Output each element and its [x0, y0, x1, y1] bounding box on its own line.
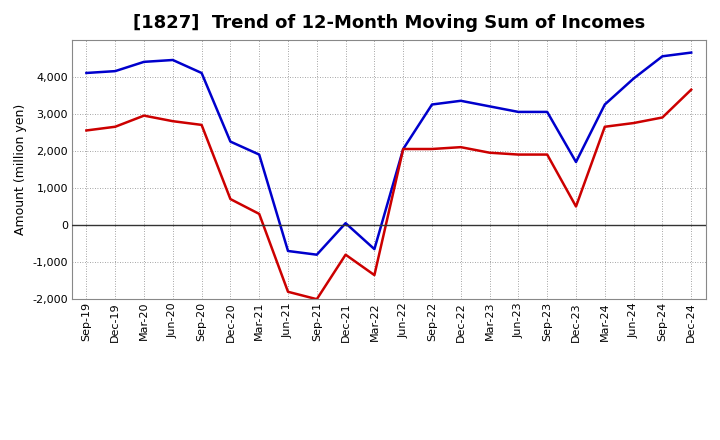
- Ordinary Income: [312, 252, 321, 257]
- Ordinary Income: [658, 54, 667, 59]
- Y-axis label: Amount (million yen): Amount (million yen): [14, 104, 27, 235]
- Net Income: [370, 272, 379, 278]
- Net Income: [312, 297, 321, 302]
- Net Income: [600, 124, 609, 129]
- Ordinary Income: [341, 220, 350, 226]
- Net Income: [658, 115, 667, 120]
- Ordinary Income: [82, 70, 91, 76]
- Ordinary Income: [370, 246, 379, 252]
- Net Income: [399, 147, 408, 152]
- Ordinary Income: [629, 76, 638, 81]
- Net Income: [629, 121, 638, 126]
- Net Income: [514, 152, 523, 157]
- Ordinary Income: [456, 98, 465, 103]
- Ordinary Income: [111, 69, 120, 74]
- Ordinary Income: [140, 59, 148, 65]
- Ordinary Income: [197, 70, 206, 76]
- Ordinary Income: [514, 109, 523, 114]
- Net Income: [140, 113, 148, 118]
- Net Income: [197, 122, 206, 128]
- Net Income: [687, 87, 696, 92]
- Net Income: [255, 211, 264, 216]
- Net Income: [485, 150, 494, 155]
- Ordinary Income: [168, 57, 177, 62]
- Ordinary Income: [485, 104, 494, 109]
- Ordinary Income: [284, 248, 292, 253]
- Net Income: [341, 252, 350, 257]
- Ordinary Income: [428, 102, 436, 107]
- Ordinary Income: [255, 152, 264, 157]
- Ordinary Income: [600, 102, 609, 107]
- Net Income: [82, 128, 91, 133]
- Net Income: [284, 289, 292, 294]
- Net Income: [543, 152, 552, 157]
- Ordinary Income: [543, 109, 552, 114]
- Line: Ordinary Income: Ordinary Income: [86, 52, 691, 255]
- Ordinary Income: [399, 147, 408, 152]
- Line: Net Income: Net Income: [86, 90, 691, 299]
- Title: [1827]  Trend of 12-Month Moving Sum of Incomes: [1827] Trend of 12-Month Moving Sum of I…: [132, 15, 645, 33]
- Ordinary Income: [572, 159, 580, 165]
- Net Income: [428, 147, 436, 152]
- Net Income: [226, 196, 235, 202]
- Net Income: [572, 204, 580, 209]
- Ordinary Income: [687, 50, 696, 55]
- Net Income: [168, 118, 177, 124]
- Ordinary Income: [226, 139, 235, 144]
- Net Income: [456, 144, 465, 150]
- Net Income: [111, 124, 120, 129]
